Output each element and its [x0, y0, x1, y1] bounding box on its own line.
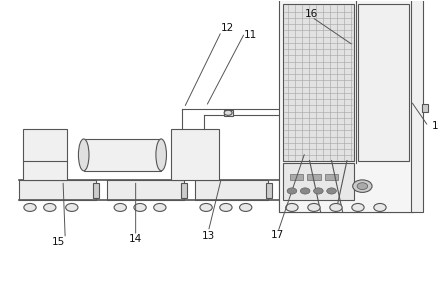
- Circle shape: [308, 203, 320, 212]
- Circle shape: [220, 203, 232, 212]
- Circle shape: [287, 188, 297, 194]
- Circle shape: [224, 110, 232, 115]
- Circle shape: [200, 203, 212, 212]
- Ellipse shape: [78, 139, 89, 171]
- Circle shape: [114, 203, 126, 212]
- Circle shape: [24, 203, 36, 212]
- Bar: [283, 4, 354, 160]
- Bar: [181, 183, 187, 198]
- Bar: [325, 174, 338, 181]
- Ellipse shape: [156, 139, 167, 171]
- Text: 1: 1: [431, 121, 438, 131]
- Bar: [265, 183, 272, 198]
- Bar: [23, 129, 66, 181]
- Circle shape: [357, 183, 368, 189]
- Circle shape: [327, 188, 336, 194]
- Circle shape: [286, 203, 298, 212]
- Text: 14: 14: [129, 234, 142, 244]
- Bar: [290, 174, 303, 181]
- Bar: [224, 110, 233, 116]
- Bar: [107, 181, 184, 200]
- Text: 12: 12: [221, 23, 234, 33]
- Bar: [422, 104, 428, 112]
- Text: 15: 15: [52, 236, 65, 247]
- Circle shape: [353, 180, 372, 192]
- Bar: [279, 181, 413, 212]
- Text: 16: 16: [305, 9, 319, 19]
- Bar: [307, 174, 321, 181]
- Bar: [171, 129, 219, 181]
- Circle shape: [314, 188, 323, 194]
- Text: 11: 11: [244, 30, 257, 40]
- Circle shape: [44, 203, 56, 212]
- Text: 13: 13: [202, 231, 215, 241]
- Circle shape: [240, 203, 252, 212]
- Text: 17: 17: [271, 230, 284, 240]
- Bar: [411, 0, 423, 212]
- Circle shape: [300, 188, 310, 194]
- Circle shape: [330, 203, 342, 212]
- Bar: [195, 181, 268, 200]
- Circle shape: [352, 203, 364, 212]
- Bar: [84, 139, 161, 171]
- Circle shape: [154, 203, 166, 212]
- Bar: [279, 0, 413, 212]
- Bar: [283, 163, 354, 200]
- Circle shape: [66, 203, 78, 212]
- Bar: [358, 4, 408, 160]
- Circle shape: [134, 203, 146, 212]
- Bar: [19, 181, 96, 200]
- Bar: [93, 183, 99, 198]
- Circle shape: [374, 203, 386, 212]
